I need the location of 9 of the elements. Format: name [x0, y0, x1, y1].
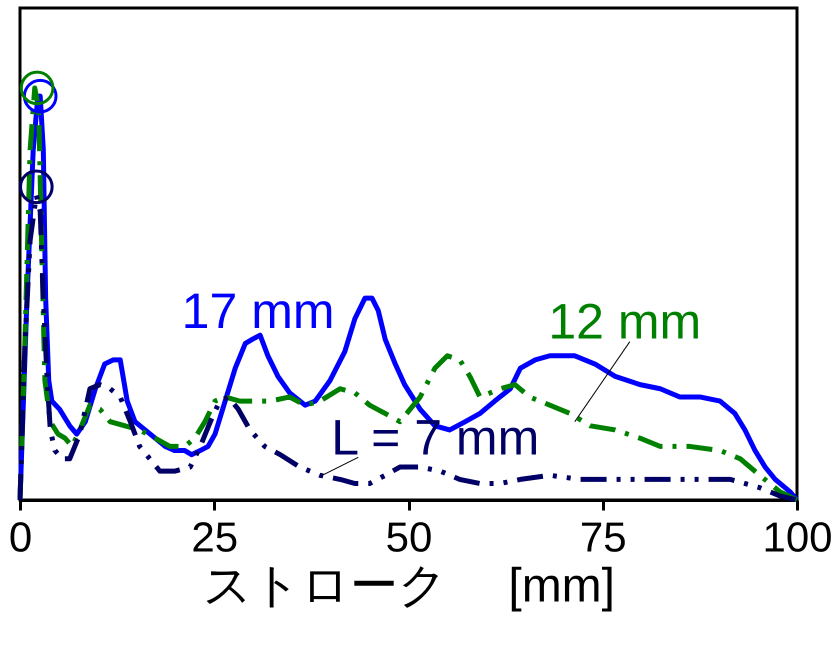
x-tick-label: 25: [191, 514, 238, 560]
annotation: L = 7 mm: [331, 409, 540, 466]
annotation: 17 mm: [182, 283, 334, 340]
x-tick-label: 100: [762, 514, 833, 560]
x-axis-title: ストローク [mm]: [203, 560, 615, 612]
x-tick-label: 0: [8, 514, 32, 560]
x-tick-label: 50: [386, 514, 432, 560]
x-tick-label: 75: [580, 514, 627, 560]
annotation: 12 mm: [548, 294, 702, 350]
